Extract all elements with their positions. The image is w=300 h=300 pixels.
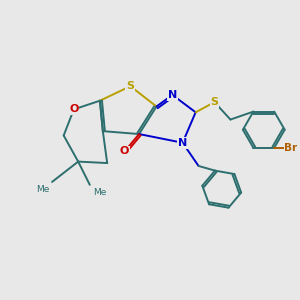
Text: S: S — [126, 81, 134, 91]
Text: S: S — [211, 97, 218, 107]
Text: Me: Me — [93, 188, 106, 197]
Text: O: O — [120, 146, 129, 157]
Text: O: O — [69, 104, 79, 114]
Text: N: N — [178, 138, 187, 148]
Text: N: N — [168, 90, 177, 100]
Text: Br: Br — [284, 143, 298, 153]
Text: Me: Me — [36, 185, 49, 194]
